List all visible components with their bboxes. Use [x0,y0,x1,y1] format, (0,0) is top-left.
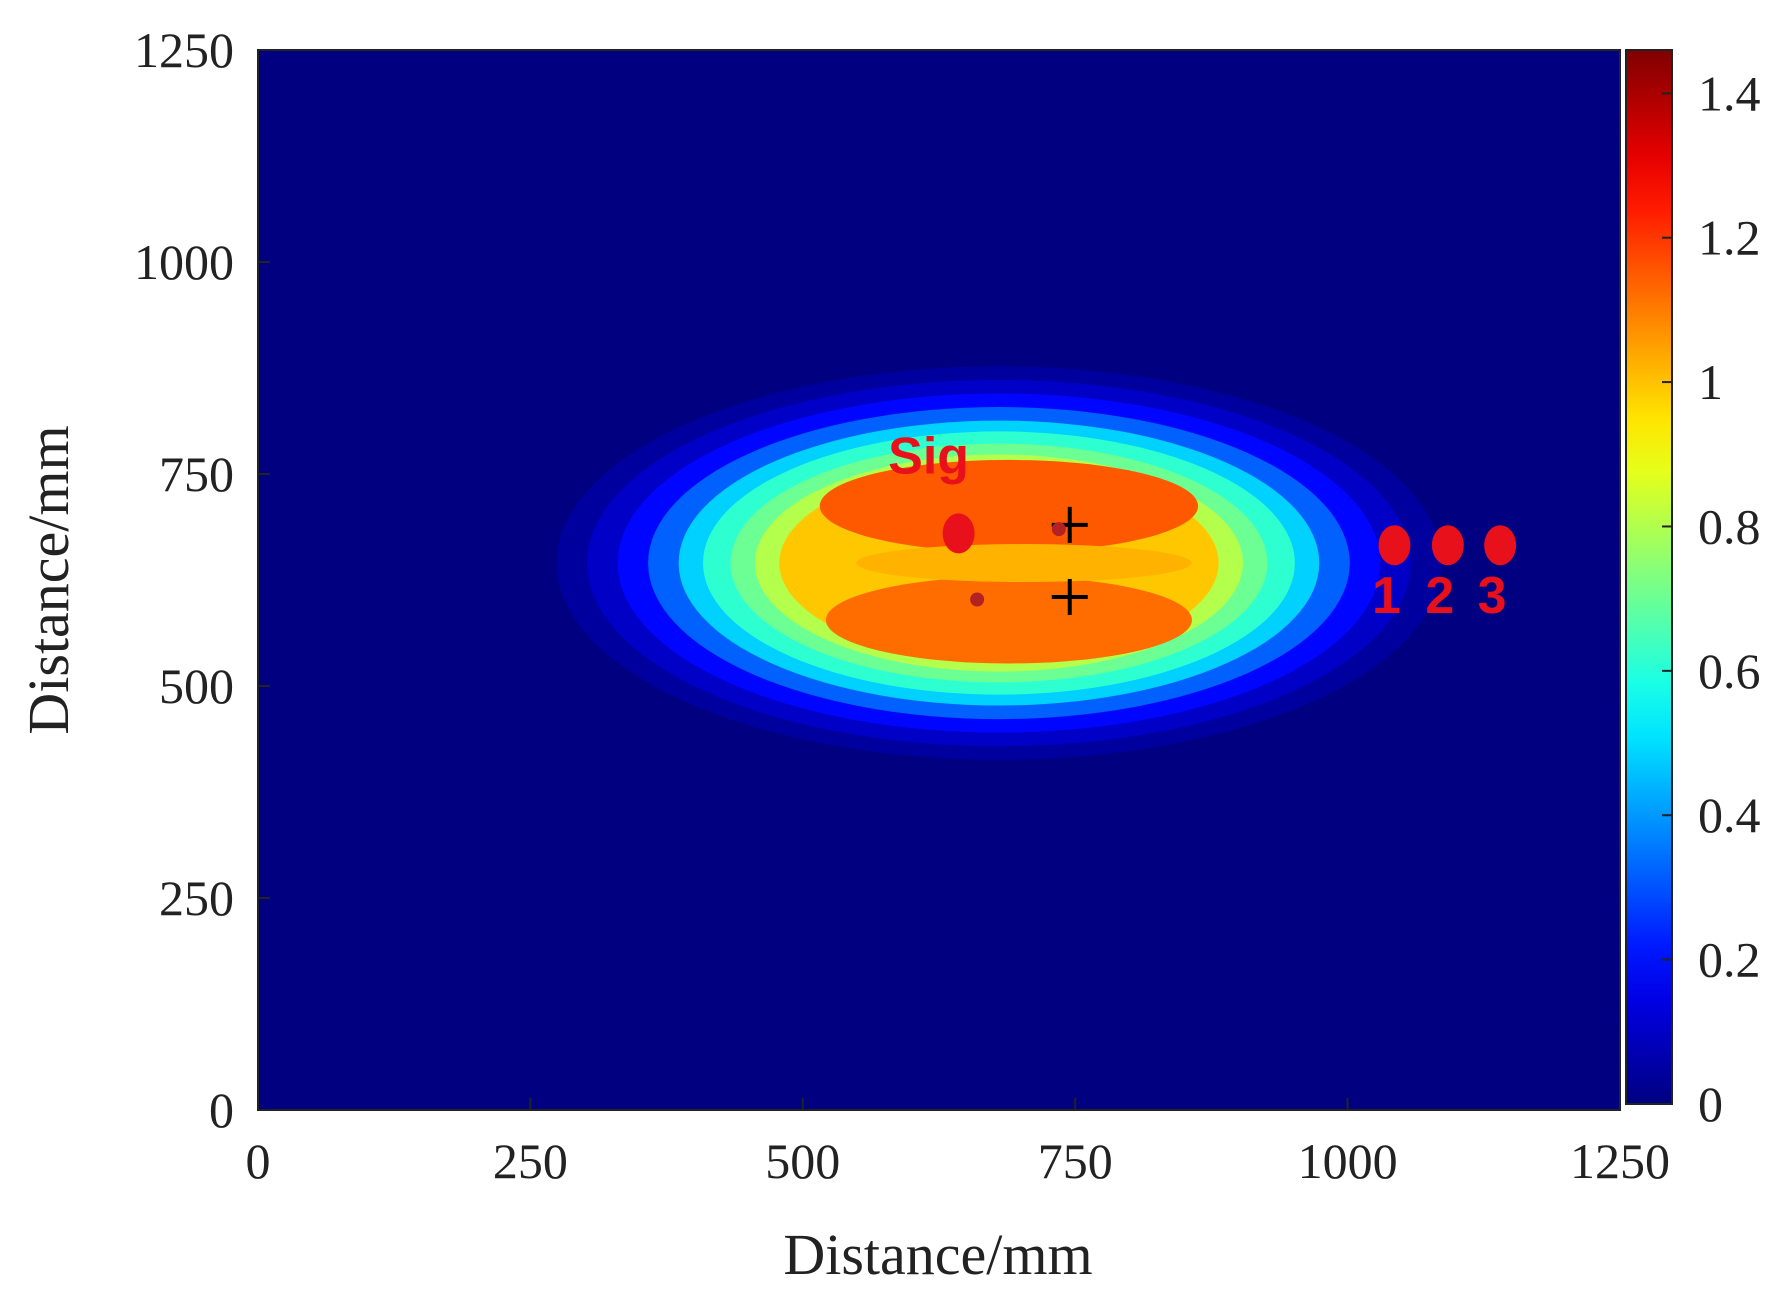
marker-small-dot [970,592,985,607]
y-tick-label: 1250 [134,22,234,78]
colorbar-tick-label: 0.8 [1698,498,1761,554]
marker-dot [1484,525,1517,566]
y-tick-label: 1000 [134,234,234,290]
colorbar-ticks: 0 0.2 0.4 0.6 0.8 1 1.2 1.4 [1662,65,1761,1132]
colorbar-tick-label: 1 [1698,354,1723,410]
colorbar-tick-label: 0.6 [1698,643,1761,699]
x-axis-title: Distance/mm [783,1222,1092,1287]
x-tick-label: 0 [246,1133,271,1189]
colorbar-tick-label: 1.4 [1698,65,1761,121]
plot-area [257,49,1621,1111]
marker-dot [1378,525,1411,566]
y-axis-title: Distance/mm [16,425,81,734]
heatmap-field [556,366,1442,760]
plot-frame [257,49,1621,1111]
colorbar-tick-label: 0.2 [1698,932,1761,988]
y-tick-label: 500 [159,658,234,714]
y-tick-label: 750 [159,446,234,502]
colorbar-gradient [1625,49,1673,1105]
x-tick-label: 1250 [1570,1133,1670,1189]
markers: Sig 1 2 3 [888,427,1517,625]
heatmap-lower-lobe [825,576,1192,664]
annotation-label: 2 [1425,567,1454,625]
colorbar-tick-label: 0.4 [1698,787,1761,843]
x-tick-label: 250 [493,1133,568,1189]
colorbar [1625,49,1673,1105]
y-axis-ticks: 0 250 500 750 1000 1250 [134,22,270,1138]
colorbar-tick-label: 1.2 [1698,210,1761,266]
annotation-label: 1 [1372,567,1401,625]
x-tick-label: 750 [1038,1133,1113,1189]
x-tick-label: 1000 [1298,1133,1398,1189]
x-axis-ticks: 0 250 500 750 1000 1250 [246,1098,1670,1189]
heatmap-upper-lobe [819,459,1199,553]
y-tick-label: 250 [159,870,234,926]
x-tick-label: 500 [765,1133,840,1189]
marker-small-dot [1051,522,1066,537]
annotation-label: 3 [1478,567,1507,625]
heatmap-center-band [856,544,1192,583]
colorbar-tick-label: 0 [1698,1076,1723,1132]
y-tick-label: 0 [209,1082,234,1138]
marker-dot [942,513,975,554]
annotation-label: Sig [888,427,969,485]
marker-dot [1431,525,1464,566]
